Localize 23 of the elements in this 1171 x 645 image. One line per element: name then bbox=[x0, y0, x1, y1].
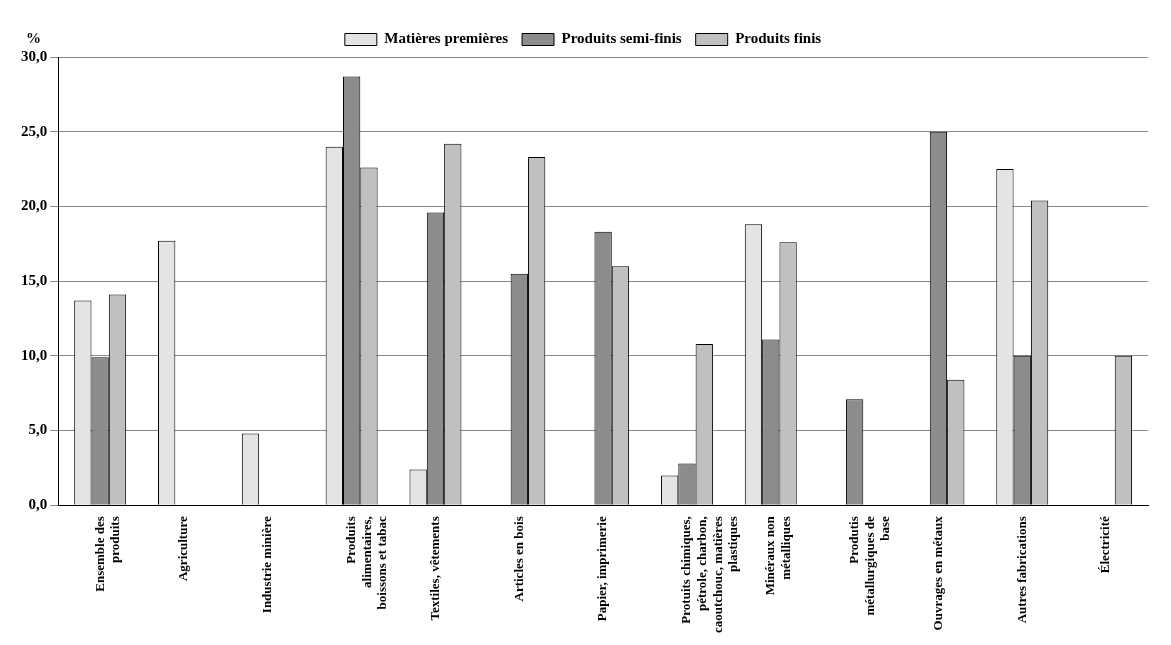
y-tick-label: 15,0 bbox=[21, 272, 48, 289]
y-tick-label: 30,0 bbox=[21, 47, 48, 64]
y-tick-label: 20,0 bbox=[21, 197, 48, 214]
y-tick-label: 25,0 bbox=[21, 122, 48, 139]
x-tick-label: Industrie minière bbox=[259, 516, 275, 614]
x-tick-label: Textiles, vêtements bbox=[426, 516, 442, 621]
x-tick-label: Produtis métallurgiques de base bbox=[845, 516, 893, 616]
legend-label: Produits semi-finis bbox=[561, 30, 682, 47]
x-tick-label: Ensemble des produits bbox=[91, 516, 123, 592]
x-tick-label: Agriculture bbox=[175, 516, 191, 582]
x-tick-label: Articles en bois bbox=[510, 516, 526, 602]
x-tick-label: Protuits chimiques, pétrole, charbon, caoutchouc, matières plastiques bbox=[678, 516, 741, 633]
x-tick-label: Électricité bbox=[1097, 516, 1113, 574]
y-tick-label: 10,0 bbox=[21, 346, 48, 363]
x-tick-label: Ouvrages en métaux bbox=[929, 515, 945, 631]
x-tick-label: Papier, imprimerie bbox=[594, 516, 610, 622]
y-tick-label: 5,0 bbox=[28, 421, 48, 438]
legend-label: Produits finis bbox=[735, 30, 822, 47]
x-tick-label: Autres fabrications bbox=[1013, 516, 1029, 624]
y-axis-title: % bbox=[26, 30, 41, 47]
y-tick-label: 0,0 bbox=[28, 496, 48, 513]
x-tick-label: Produits alimentaires, boissons et tabac bbox=[343, 516, 390, 610]
legend-label: Matières premières bbox=[384, 30, 509, 47]
